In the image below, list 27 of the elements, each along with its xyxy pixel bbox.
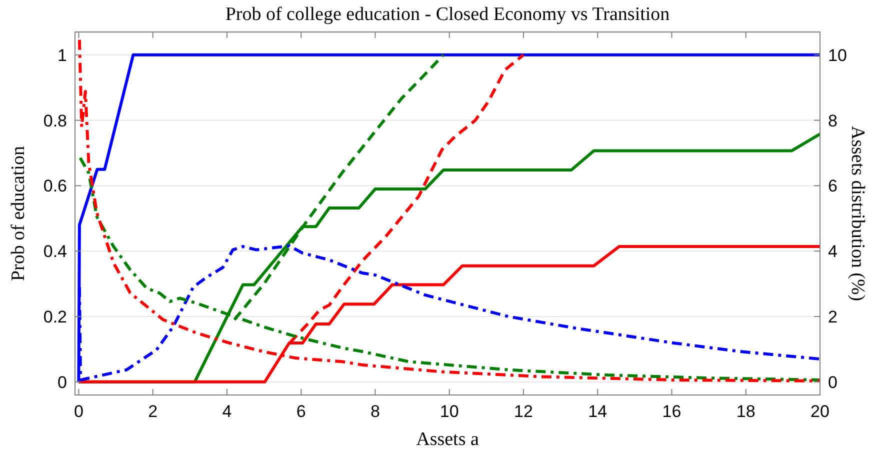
x-tick-label: 10 <box>440 402 459 421</box>
x-tick-label: 20 <box>810 402 830 421</box>
x-tick-label: 8 <box>370 402 380 421</box>
y-tick-label: 0 <box>58 372 67 392</box>
chart-title: Prob of college education - Closed Economy vs Transition <box>225 4 670 25</box>
y2-tick-label: 8 <box>828 111 838 130</box>
y2-tick-label: 0 <box>828 372 838 392</box>
x-tick-label: 14 <box>588 402 608 421</box>
y-tick-label: 0.2 <box>43 308 67 327</box>
y-tick-label: 0.8 <box>43 111 67 130</box>
y-tick-label: 1 <box>58 46 67 65</box>
x-tick-label: 4 <box>222 402 232 421</box>
y2-axis-title: Assets distribution (%) <box>847 126 868 302</box>
x-tick-label: 6 <box>296 402 306 421</box>
x-tick-label: 0 <box>74 402 84 421</box>
y2-tick-label: 10 <box>828 46 847 65</box>
x-axis-title: Assets a <box>416 429 480 450</box>
x-tick-label: 2 <box>148 402 158 421</box>
x-tick-label: 18 <box>736 402 756 421</box>
y2-tick-label: 4 <box>828 242 838 262</box>
y-axis-title: Prob of education <box>8 145 29 282</box>
y2-tick-label: 2 <box>828 308 838 327</box>
y-tick-label: 0.6 <box>43 176 67 196</box>
x-tick-label: 16 <box>662 402 682 421</box>
y-tick-label: 0.4 <box>43 242 67 262</box>
x-tick-label: 12 <box>514 402 533 421</box>
y2-tick-label: 6 <box>828 176 838 196</box>
